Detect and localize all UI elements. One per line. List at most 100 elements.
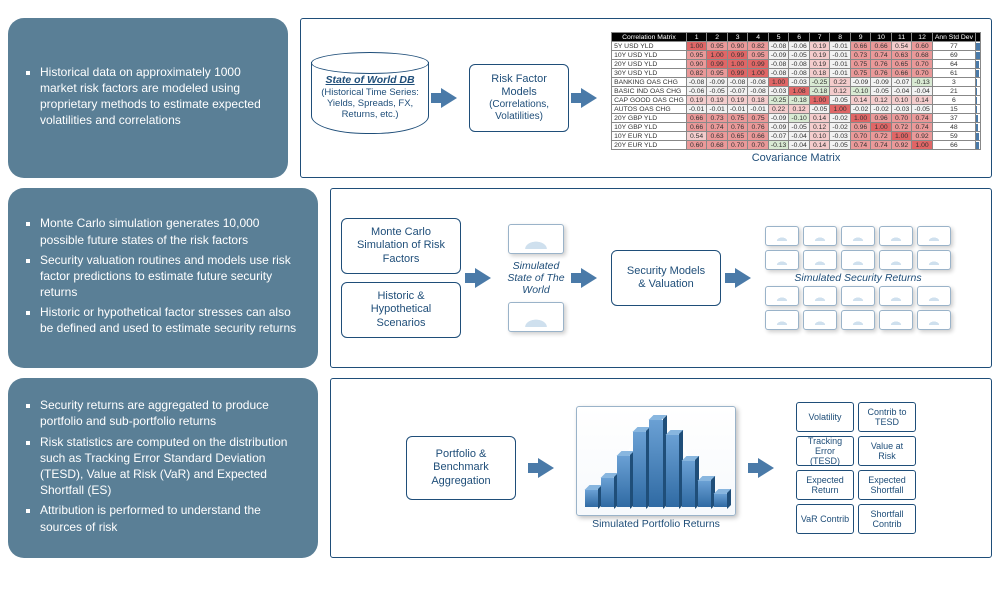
std-cell: 69 <box>932 51 975 60</box>
arrow-icon <box>435 88 463 108</box>
db-sub: (Historical Time Series: Yields, Spreads… <box>320 87 420 121</box>
corr-cell: -0.01 <box>748 105 769 114</box>
corr-cell: -0.03 <box>830 132 851 141</box>
row-name: 10Y EUR YLD <box>612 132 687 141</box>
corr-cell: 0.74 <box>912 114 933 123</box>
rf-title: Risk Factor Models <box>480 73 558 99</box>
corr-cell: 1.00 <box>727 60 748 69</box>
corr-cell: -0.08 <box>768 69 789 78</box>
corr-cell: 0.12 <box>830 87 851 96</box>
corr-cell: 0.90 <box>686 60 707 69</box>
corr-cell: 0.92 <box>891 141 912 150</box>
table-row: 10Y EUR YLD0.540.630.650.66-0.07-0.040.1… <box>612 132 981 141</box>
std-bar <box>976 87 981 96</box>
sec-models-label: Security Models & Valuation <box>622 265 710 291</box>
corr-cell: 0.74 <box>871 51 892 60</box>
table-header: Correlation Matrix <box>612 33 687 42</box>
distribution-icon <box>841 310 875 330</box>
corr-cell: 0.70 <box>912 60 933 69</box>
std-cell: 61 <box>932 69 975 78</box>
chart-bar <box>714 494 727 507</box>
corr-cell: 0.19 <box>809 60 830 69</box>
metric-box: Value at Risk <box>858 436 916 466</box>
corr-cell: 0.90 <box>727 42 748 51</box>
sim-state-label: Simulated State of The World <box>505 260 567 296</box>
corr-cell: -0.05 <box>830 96 851 105</box>
row-name: 5Y USD YLD <box>612 42 687 51</box>
corr-cell: 0.70 <box>912 69 933 78</box>
corr-cell: -0.18 <box>809 87 830 96</box>
monte-carlo-node: Monte Carlo Simulation of Risk Factors <box>341 218 461 274</box>
corr-cell: -0.01 <box>830 51 851 60</box>
corr-cell: 0.60 <box>912 42 933 51</box>
metric-box: Volatility <box>796 402 854 432</box>
corr-cell: -0.18 <box>789 96 810 105</box>
distribution-icon <box>803 310 837 330</box>
corr-cell: 0.76 <box>748 123 769 132</box>
std-cell: 64 <box>932 60 975 69</box>
corr-cell: 0.68 <box>707 141 728 150</box>
corr-cell: -0.08 <box>748 78 769 87</box>
corr-cell: 0.96 <box>871 114 892 123</box>
row2-text-panel: Monte Carlo simulation generates 10,000 … <box>8 188 318 368</box>
corr-cell: 0.14 <box>850 96 871 105</box>
corr-cell: -0.08 <box>727 78 748 87</box>
distribution-icon <box>879 226 913 246</box>
corr-cell: -0.07 <box>727 87 748 96</box>
row-name: BANKING OAS CHG <box>612 78 687 87</box>
metric-box: VaR Contrib <box>796 504 854 534</box>
distribution-icon <box>879 250 913 270</box>
metric-box: Shortfall Contrib <box>858 504 916 534</box>
corr-cell: -0.05 <box>912 105 933 114</box>
corr-cell: -0.09 <box>768 123 789 132</box>
corr-cell: -0.05 <box>789 123 810 132</box>
corr-cell: 0.75 <box>850 60 871 69</box>
corr-cell: -0.05 <box>789 51 810 60</box>
std-cell: 77 <box>932 42 975 51</box>
corr-cell: 1.00 <box>686 42 707 51</box>
corr-cell: 1.00 <box>850 114 871 123</box>
table-row: 10Y USD YLD0.951.000.990.95-0.09-0.050.1… <box>612 51 981 60</box>
sim-returns-label: Simulated Security Returns <box>794 272 921 284</box>
row-name: 20Y EUR YLD <box>612 141 687 150</box>
corr-cell: 0.72 <box>891 123 912 132</box>
metrics-grid: VolatilityContrib to TESDTracking Error … <box>796 402 916 534</box>
corr-cell: -0.05 <box>830 141 851 150</box>
table-row: 10Y GBP YLD0.660.740.760.76-0.09-0.050.1… <box>612 123 981 132</box>
arrow-icon <box>752 458 780 478</box>
corr-cell: 0.19 <box>686 96 707 105</box>
std-bar <box>976 105 981 114</box>
corr-cell: -0.01 <box>830 69 851 78</box>
row-name: 10Y GBP YLD <box>612 123 687 132</box>
corr-cell: 0.65 <box>727 132 748 141</box>
row-name: CAP GOOD OAS CHG <box>612 96 687 105</box>
chart-bar <box>682 461 695 507</box>
corr-cell: -0.08 <box>768 42 789 51</box>
corr-cell: 0.99 <box>707 60 728 69</box>
corr-cell: -0.02 <box>830 114 851 123</box>
rf-sub: (Correlations, Volatilities) <box>480 99 558 123</box>
corr-cell: -0.01 <box>707 105 728 114</box>
corr-cell: 0.12 <box>871 96 892 105</box>
std-cell: 6 <box>932 96 975 105</box>
corr-cell: 1.00 <box>768 78 789 87</box>
std-cell: 66 <box>932 141 975 150</box>
table-header: 10 <box>871 33 892 42</box>
std-cell: 37 <box>932 114 975 123</box>
corr-cell: 0.75 <box>850 69 871 78</box>
bullet-item: Historical data on approximately 1000 ma… <box>40 64 274 129</box>
std-bar <box>976 132 981 141</box>
std-bar <box>976 42 981 51</box>
std-bar <box>976 114 981 123</box>
row3-bullets: Security returns are aggregated to produ… <box>30 397 304 539</box>
corr-cell: 0.95 <box>686 51 707 60</box>
corr-cell: 0.75 <box>748 114 769 123</box>
std-cell: 21 <box>932 87 975 96</box>
monte-label: Monte Carlo Simulation of Risk Factors <box>352 226 450 266</box>
corr-cell: 0.19 <box>727 96 748 105</box>
corr-cell: 0.95 <box>748 51 769 60</box>
corr-cell: 0.66 <box>686 123 707 132</box>
distribution-icon <box>803 226 837 246</box>
corr-cell: -0.05 <box>707 87 728 96</box>
bullet-item: Historic or hypothetical factor stresses… <box>40 304 304 336</box>
